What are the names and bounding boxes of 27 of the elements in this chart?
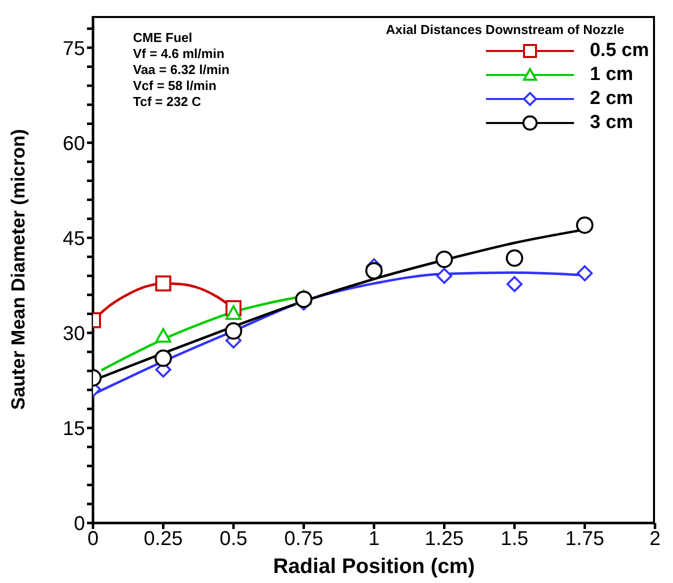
x-tick-label: 0 [87,528,99,550]
annotation: Vcf = 58 l/min [133,78,218,94]
annotation: CME Fuel [133,30,194,46]
legend-label: 0.5 cm [590,40,649,62]
x-axis-title: Radial Position (cm) [273,555,475,578]
y-axis-title: Sauter Mean Diameter (micron) [8,129,30,410]
x-tick-label: 1.25 [424,528,464,550]
x-tick-label: 1.75 [565,528,604,550]
y-tick-label: 0 [74,513,85,536]
legend-label: 2 cm [590,88,634,110]
y-tick-label: 45 [62,228,85,250]
legend-label: 3 cm [590,112,634,134]
x-tick-label: 0.75 [284,528,324,550]
x-tick-label: 0.25 [144,528,183,550]
legend-label: 1 cm [590,64,634,86]
x-tick-label: 1.5 [500,528,528,550]
annotation: Vf = 4.6 ml/min [133,46,226,62]
annotation: Vaa = 6.32 l/min [133,62,230,78]
y-tick-label: 15 [62,418,85,440]
x-tick-label: 1 [368,528,380,550]
x-tick-label: 0.5 [220,528,248,550]
y-tick-label: 30 [62,322,85,345]
y-tick-label: 75 [62,38,85,60]
legend-title: Axial Distances Downstream of Nozzle [386,22,626,37]
x-tick-label: 2 [649,528,661,550]
y-tick-label: 60 [62,132,85,155]
annotation: Tcf = 232 C [133,94,202,110]
